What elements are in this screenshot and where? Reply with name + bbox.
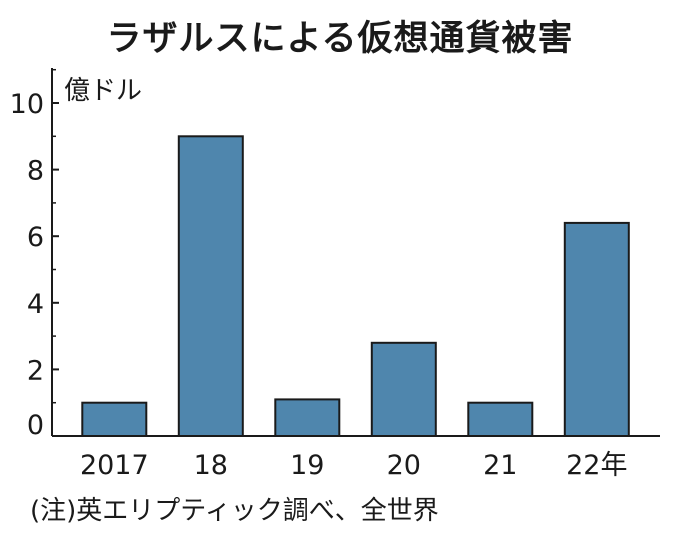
x-tick-label: 20 xyxy=(387,450,421,481)
y-tick-label: 8 xyxy=(27,156,44,187)
y-tick-label: 4 xyxy=(27,289,44,320)
x-ticks-group: 2017 18 19 20 21 22年 xyxy=(80,450,628,481)
x-tick-label: 22年 xyxy=(566,450,627,481)
x-tick-label: 2017 xyxy=(80,450,149,481)
bar-18 xyxy=(177,135,244,438)
y-tick-label: 6 xyxy=(27,222,44,253)
y-tick-label: 0 xyxy=(27,410,44,441)
bar-21 xyxy=(467,401,534,438)
x-tick-label: 18 xyxy=(194,450,228,481)
y-axis-unit-label: 億ドル xyxy=(64,76,143,106)
source-note: (注)英エリプティック調べ、全世界 xyxy=(30,496,439,526)
y-tick-label: 2 xyxy=(27,355,44,386)
y-tick-label: 10 xyxy=(10,89,44,120)
x-tick-label: 21 xyxy=(483,450,517,481)
x-tick-label: 19 xyxy=(290,450,324,481)
bar-20 xyxy=(370,341,437,437)
axes-group xyxy=(51,68,660,437)
bar-19 xyxy=(274,398,341,437)
bar-2017 xyxy=(81,401,148,438)
chart-title: ラザルスによる仮想通貨被害 xyxy=(106,19,574,59)
bar-22年 xyxy=(563,221,630,437)
bars-group xyxy=(81,135,630,438)
y-ticks-group: 0 2 4 6 8 10 xyxy=(10,68,59,441)
